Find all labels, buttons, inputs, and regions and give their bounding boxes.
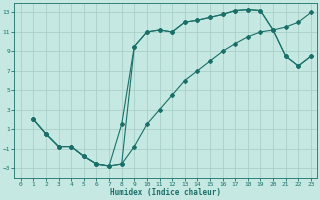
X-axis label: Humidex (Indice chaleur): Humidex (Indice chaleur) [110,188,221,197]
